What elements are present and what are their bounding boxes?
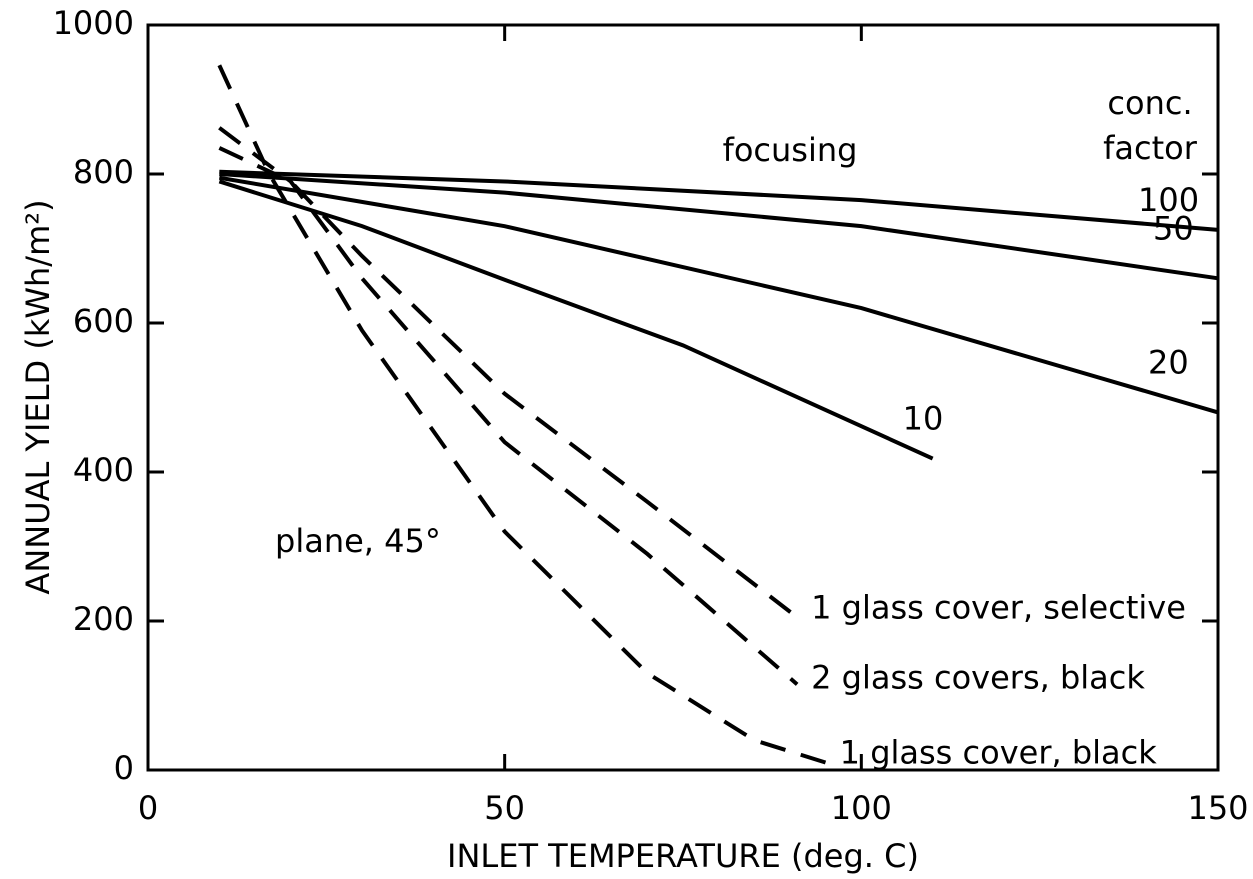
series-label: 1 glass cover, black [840,734,1158,772]
y-tick-label: 200 [73,600,134,638]
x-tick-label: 0 [138,789,158,827]
x-tick-label: 50 [484,789,525,827]
x-tick-label: 150 [1187,789,1248,827]
series-label: 20 [1148,343,1189,381]
y-tick-label: 600 [73,302,134,340]
series-label: 50 [1153,209,1194,247]
y-tick-label: 400 [73,451,134,489]
y-tick-label: 1000 [53,4,134,42]
y-tick-label: 0 [114,749,134,787]
series-label: 1 glass cover, selective [811,588,1186,626]
plot-frame [146,23,1220,772]
x-tick-label: 100 [831,789,892,827]
series-line [219,169,1219,232]
annotation: plane, 45° [275,522,441,560]
x-axis-label: INLET TEMPERATURE (deg. C) [447,837,919,875]
series-label: 10 [903,400,944,438]
y-tick-label: 800 [73,153,134,191]
annotation: factor [1103,129,1198,167]
series-line [218,126,799,686]
series-line [219,172,1219,281]
series-line [217,64,827,765]
series-label: 2 glass covers, black [811,658,1145,696]
series-label: 100 [1138,181,1199,219]
annotation: conc. [1107,84,1192,122]
series-line [218,146,799,619]
annotation: focusing [723,131,858,169]
series-line [218,175,1219,415]
y-axis-label: ANNUAL YIELD (kWh/m²) [19,199,57,594]
